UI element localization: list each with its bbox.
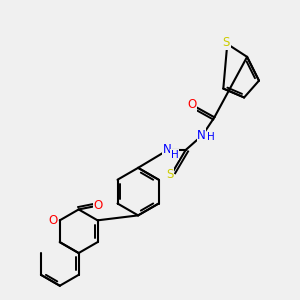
Text: O: O (187, 98, 196, 111)
Text: S: S (166, 168, 173, 181)
Text: O: O (48, 214, 58, 227)
Text: O: O (94, 199, 103, 212)
Text: N: N (163, 142, 171, 155)
Text: S: S (223, 37, 230, 50)
Text: H: H (171, 150, 178, 160)
Text: H: H (207, 132, 214, 142)
Text: N: N (197, 129, 206, 142)
